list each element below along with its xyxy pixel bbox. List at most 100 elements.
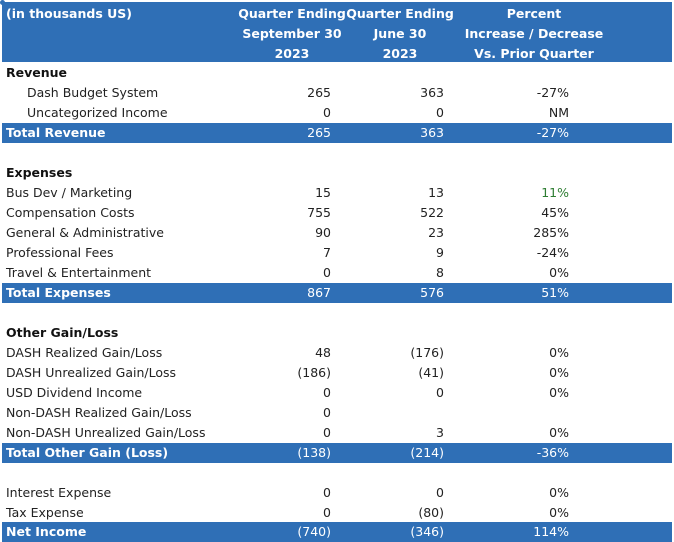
row-label: Total Expenses <box>6 285 111 300</box>
col2-line3: 2023 <box>382 46 418 61</box>
table-row: Bus Dev / Marketing 15 13 11% <box>2 183 672 203</box>
value-jun: 522 <box>420 205 444 220</box>
value-sep: 867 <box>307 285 331 300</box>
value-sep: 755 <box>307 205 331 220</box>
value-jun: (214) <box>410 445 444 460</box>
units-label: (in thousands US) <box>6 6 132 21</box>
value-sep: 0 <box>323 405 331 420</box>
row-label: General & Administrative <box>6 225 164 240</box>
col2-line1: Quarter Ending <box>346 6 454 21</box>
total-expenses-row: Total Expenses 867 576 51% <box>2 283 672 303</box>
row-label: Interest Expense <box>6 485 112 500</box>
value-pct: -27% <box>536 125 569 140</box>
row-label: Total Revenue <box>6 125 106 140</box>
value-pct: 51% <box>541 285 569 300</box>
net-income-row: Net Income (740) (346) 114% <box>2 522 672 542</box>
col1-line1: Quarter Ending <box>238 6 346 21</box>
value-jun: 0 <box>436 485 444 500</box>
value-pct: -27% <box>536 85 569 100</box>
table-row: USD Dividend Income 0 0 0% <box>2 383 672 403</box>
row-label: Non-DASH Unrealized Gain/Loss <box>6 425 206 440</box>
value-jun: 13 <box>428 185 444 200</box>
row-label: Bus Dev / Marketing <box>6 185 133 200</box>
value-sep: 0 <box>323 265 331 280</box>
value-jun: (80) <box>418 505 444 520</box>
section-title: Other Gain/Loss <box>6 325 119 340</box>
row-label: Travel & Entertainment <box>6 265 152 280</box>
value-sep: 15 <box>315 185 331 200</box>
value-sep: 48 <box>315 345 331 360</box>
value-sep: (740) <box>297 524 331 539</box>
table-row: Non-DASH Unrealized Gain/Loss 0 3 0% <box>2 423 672 443</box>
section-revenue: Revenue <box>2 63 672 83</box>
value-jun: 0 <box>436 385 444 400</box>
col1-line2: September 30 <box>242 26 342 41</box>
value-pct: 0% <box>549 505 569 520</box>
value-pct: 0% <box>549 345 569 360</box>
value-pct: 45% <box>541 205 569 220</box>
table-row: Compensation Costs 755 522 45% <box>2 203 672 223</box>
value-sep: 265 <box>307 85 331 100</box>
value-sep: 0 <box>323 385 331 400</box>
row-label: DASH Realized Gain/Loss <box>6 345 163 360</box>
value-jun: (41) <box>418 365 444 380</box>
col1-line3: 2023 <box>274 46 310 61</box>
value-pct: 0% <box>549 265 569 280</box>
value-pct: -36% <box>536 445 569 460</box>
value-pct: -24% <box>536 245 569 260</box>
section-other-gain-loss: Other Gain/Loss <box>2 323 672 343</box>
row-label: Dash Budget System <box>27 85 159 100</box>
col3-line1: Percent <box>506 6 562 21</box>
row-label: DASH Unrealized Gain/Loss <box>6 365 177 380</box>
row-label: Compensation Costs <box>6 205 135 220</box>
value-pct: 0% <box>549 425 569 440</box>
value-jun: 363 <box>420 125 444 140</box>
table-row: Tax Expense 0 (80) 0% <box>2 503 672 523</box>
header-band: (in thousands US) Quarter Ending Septemb… <box>2 2 672 62</box>
value-sep: (138) <box>297 445 331 460</box>
value-pct: NM <box>548 105 569 120</box>
table-row: Uncategorized Income 0 0 NM <box>2 103 672 123</box>
row-label: Uncategorized Income <box>27 105 168 120</box>
table-row: Non-DASH Realized Gain/Loss 0 <box>2 403 672 423</box>
value-jun: (346) <box>410 524 444 539</box>
row-label: USD Dividend Income <box>6 385 143 400</box>
value-jun: (176) <box>410 345 444 360</box>
value-pct: 0% <box>549 485 569 500</box>
value-pct: 0% <box>549 385 569 400</box>
value-sep: 90 <box>315 225 331 240</box>
total-other-gain-row: Total Other Gain (Loss) (138) (214) -36% <box>2 443 672 463</box>
value-jun: 3 <box>436 425 444 440</box>
section-expenses: Expenses <box>2 163 672 183</box>
table-row: Interest Expense 0 0 0% <box>2 483 672 503</box>
row-label: Tax Expense <box>6 505 84 520</box>
value-pct: 11% <box>541 185 569 200</box>
value-jun: 23 <box>428 225 444 240</box>
value-jun: 576 <box>420 285 444 300</box>
value-pct: 285% <box>533 225 569 240</box>
value-sep: 0 <box>323 485 331 500</box>
value-sep: 265 <box>307 125 331 140</box>
table-row: DASH Unrealized Gain/Loss (186) (41) 0% <box>2 363 672 383</box>
value-jun: 363 <box>420 85 444 100</box>
table-row: Dash Budget System 265 363 -27% <box>2 83 672 103</box>
value-sep: 0 <box>323 425 331 440</box>
table-row: DASH Realized Gain/Loss 48 (176) 0% <box>2 343 672 363</box>
value-pct: 0% <box>549 365 569 380</box>
col3-line2: Increase / Decrease <box>464 26 604 41</box>
value-jun: 9 <box>436 245 444 260</box>
table-row: Professional Fees 7 9 -24% <box>2 243 672 263</box>
value-jun: 0 <box>436 105 444 120</box>
row-label: Professional Fees <box>6 245 114 260</box>
row-label: Net Income <box>6 524 87 539</box>
row-label: Total Other Gain (Loss) <box>6 445 169 460</box>
section-title: Revenue <box>6 65 68 80</box>
value-sep: 0 <box>323 105 331 120</box>
value-sep: 7 <box>323 245 331 260</box>
table-row: General & Administrative 90 23 285% <box>2 223 672 243</box>
value-jun: 8 <box>436 265 444 280</box>
table-row: Travel & Entertainment 0 8 0% <box>2 263 672 283</box>
value-sep: (186) <box>297 365 331 380</box>
total-revenue-row: Total Revenue 265 363 -27% <box>2 123 672 143</box>
value-sep: 0 <box>323 505 331 520</box>
